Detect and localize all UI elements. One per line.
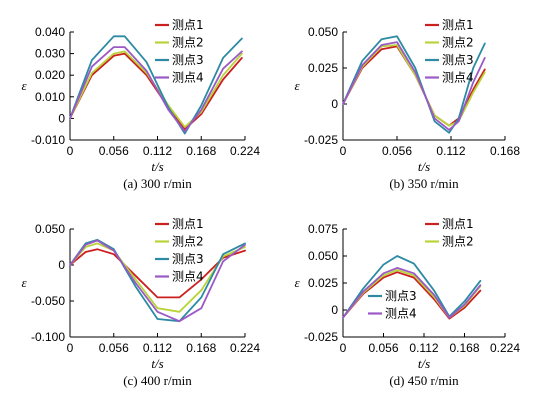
legend-label: 测点4: [172, 270, 204, 284]
chart-panel-3: 0 0.056 0.112 0.168 0.224 -0.100 -0.050 0 0.050 t…: [21, 217, 260, 388]
legend-label: 测点1: [442, 217, 474, 231]
panel-caption: (b) 350 r/min: [389, 176, 459, 191]
x-tick-label: 0.112: [143, 144, 172, 158]
y-tick-label: -0.025: [304, 330, 338, 344]
x-tick-label: 0: [67, 144, 74, 158]
series-line-3: [342, 35, 486, 134]
series-line-3: [69, 35, 243, 135]
series-line-3: [69, 238, 246, 323]
y-tick-label: -0.100: [31, 330, 65, 344]
y-tick-label: 0: [58, 111, 65, 125]
legend-label: 测点4: [385, 307, 417, 321]
x-tick-label: 0.168: [186, 144, 216, 158]
series-line-1: [69, 248, 246, 299]
legend-label: 测点4: [442, 71, 474, 85]
chart-panel-1: 0 0.056 0.112 0.168 0.224-0.01000.0100.0200.…: [21, 18, 260, 191]
legend-label: 测点3: [172, 53, 204, 67]
x-tick-label: 0.056: [99, 341, 129, 355]
chart-panel-4: 0 0.056 0.112 0.168 0.224-0.02500.0250.0500.…: [294, 217, 520, 388]
legend-label: 测点3: [442, 53, 474, 67]
x-tick-label: 0.056: [368, 341, 398, 355]
series-line-1: [342, 271, 482, 320]
y-tick-label: 0: [58, 258, 65, 272]
y-tick-label: 0.050: [35, 222, 65, 236]
y-axis-label: ε: [294, 275, 300, 290]
series-line-4: [342, 267, 482, 319]
x-tick-label: 0: [67, 341, 74, 355]
y-tick-label: 0.020: [35, 68, 65, 82]
series-line-4: [342, 41, 486, 131]
y-tick-label: 0.050: [308, 249, 338, 263]
y-tick-label: 0.025: [308, 276, 338, 290]
legend-label: 测点1: [442, 18, 474, 32]
legend-label: 测点4: [172, 71, 204, 85]
x-axis-label: t/s: [151, 356, 163, 371]
series-line-1: [69, 52, 243, 131]
panel-caption: (c) 400 r/min: [123, 373, 192, 388]
x-axis-label: t/s: [418, 356, 430, 371]
y-tick-label: 0.010: [35, 90, 65, 104]
y-tick-label: 0: [331, 303, 338, 317]
series-line-4: [69, 239, 246, 323]
y-tick-label: 0.040: [35, 25, 65, 39]
y-axis-label: ε: [21, 275, 27, 290]
y-axis-label: ε: [294, 78, 300, 93]
y-tick-label: -0.010: [31, 133, 65, 147]
x-tick-label: 0.224: [230, 144, 260, 158]
x-tick-label: 0: [340, 341, 347, 355]
x-tick-label: 0: [340, 144, 347, 158]
y-axis-label: ε: [21, 78, 27, 93]
y-tick-label: -0.050: [31, 294, 65, 308]
legend-label: 测点1: [172, 217, 204, 231]
legend-label: 测点3: [385, 289, 417, 303]
x-tick-label: 0.112: [436, 144, 465, 158]
y-tick-label: -0.025: [304, 133, 338, 147]
x-tick-label: 0.168: [449, 341, 479, 355]
panel-caption: (a) 300 r/min: [123, 176, 192, 191]
x-tick-label: 0.168: [186, 341, 216, 355]
x-tick-label: 0.112: [143, 341, 172, 355]
y-tick-label: 0.025: [308, 61, 338, 75]
y-tick-label: 0.075: [308, 222, 338, 236]
x-tick-label: 0.056: [382, 144, 412, 158]
x-tick-label: 0.168: [490, 144, 520, 158]
series-line-2: [69, 242, 246, 313]
x-axis-label: t/s: [418, 159, 430, 174]
x-axis-label: t/s: [151, 159, 163, 174]
chart-panel-2: 0 0.056 0.112 0.168-0.02500.0250.050t/sε(b)…: [294, 18, 520, 191]
legend-label: 测点2: [442, 235, 474, 249]
y-tick-label: 0.030: [35, 47, 65, 61]
series-line-3: [342, 255, 482, 319]
x-tick-label: 0.112: [409, 341, 438, 355]
x-tick-label: 0.056: [99, 144, 129, 158]
legend-label: 测点3: [172, 252, 204, 266]
x-tick-label: 0.224: [490, 341, 520, 355]
panel-caption: (d) 450 r/min: [389, 373, 459, 388]
legend-label: 测点2: [172, 235, 204, 249]
y-tick-label: 0.050: [308, 25, 338, 39]
y-tick-label: 0: [331, 97, 338, 111]
legend-label: 测点2: [442, 36, 474, 50]
legend-label: 测点1: [172, 18, 204, 32]
x-tick-label: 0.224: [230, 341, 260, 355]
series-line-4: [69, 46, 243, 133]
legend-label: 测点2: [172, 36, 204, 50]
